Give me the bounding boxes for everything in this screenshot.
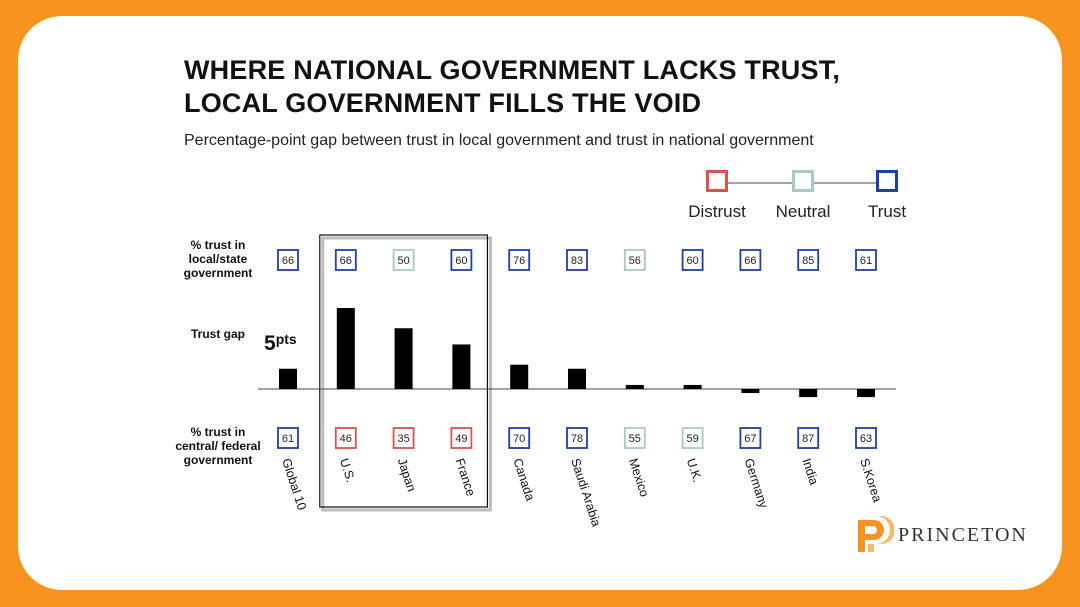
legend-label-distrust: Distrust	[688, 202, 746, 221]
gap-bar-india	[799, 389, 818, 398]
local-trust-india-box	[797, 249, 820, 271]
row-label-national-trust: % trust in central/ federal government	[175, 425, 261, 467]
trust-gap-chart: 66 61 Global 10 66 46 U.S. 50 35 Japan 60 49 France…	[258, 234, 896, 529]
national-trust-s-korea-box	[855, 427, 877, 449]
local-trust-u-k--value: 60	[686, 255, 698, 267]
local-trust-global-10-value: 66	[282, 255, 294, 267]
local-trust-s-korea-value: 61	[860, 255, 872, 267]
national-trust-s-korea-value: 63	[860, 433, 872, 445]
national-trust-india-value: 87	[802, 433, 814, 445]
gap-bar-france	[452, 344, 471, 389]
legend-swatch-distrust	[706, 170, 728, 192]
gap-bar-u-s-	[336, 308, 355, 389]
category-label-s-korea: S.Korea	[857, 457, 884, 504]
chart-title-line-2: LOCAL GOVERNMENT FILLS THE VOID	[184, 88, 702, 118]
gap-bar-germany	[741, 389, 760, 394]
local-trust-india-value: 85	[802, 255, 814, 267]
legend-label-trust: Trust	[867, 202, 907, 221]
local-trust-japan-value: 50	[397, 255, 409, 267]
local-trust-japan-box	[392, 249, 415, 271]
legend-label-neutral: Neutral	[775, 202, 831, 221]
gap-bar-saudi-arabia	[568, 368, 586, 389]
national-trust-saudi-arabia-value: 78	[571, 433, 583, 445]
gap-bar-u-k-	[683, 384, 702, 389]
gap-callout-value: 5	[264, 332, 276, 355]
local-trust-saudi-arabia-value: 83	[571, 255, 583, 267]
local-trust-u-k--box	[681, 249, 704, 271]
national-trust-u-s--value: 46	[340, 433, 352, 445]
local-trust-u-s--box	[334, 249, 357, 271]
local-trust-mexico-value: 56	[629, 255, 641, 267]
local-trust-saudi-arabia-box	[566, 249, 588, 271]
princeton-logo-icon	[858, 516, 896, 552]
gap-bar-japan	[394, 328, 413, 389]
gap-bar-global-10	[279, 368, 297, 389]
row-label-trust-gap: Trust gap	[190, 327, 245, 341]
princeton-logo: PRINCETON	[854, 516, 1044, 556]
category-label-france: France	[453, 457, 478, 498]
national-trust-global-10-value: 61	[282, 433, 294, 445]
gap-bar-canada	[510, 364, 529, 389]
local-trust-france-value: 60	[455, 255, 467, 267]
gap-bar-s-korea	[857, 389, 875, 398]
national-trust-u-k--value: 59	[686, 433, 698, 445]
chart-subtitle: Percentage-point gap between trust in lo…	[184, 132, 814, 149]
national-trust-france-value: 49	[455, 433, 467, 445]
category-label-global-10: Global 10	[279, 457, 309, 512]
local-trust-u-s--value: 66	[340, 255, 352, 267]
category-label-u-s-: U.S.	[337, 457, 358, 484]
legend-swatch-neutral	[792, 170, 814, 192]
category-label-canada: Canada	[510, 457, 537, 503]
local-trust-s-korea-box	[855, 249, 877, 271]
national-trust-germany-box	[739, 427, 762, 449]
legend: Distrust Neutral Trust	[686, 170, 926, 230]
chart-title: WHERE NATIONAL GOVERNMENT LACKS TRUST, L…	[184, 54, 840, 120]
national-trust-u-k--box	[681, 427, 704, 449]
highlight-frame	[319, 234, 488, 508]
gap-bar-mexico	[625, 384, 644, 389]
national-trust-saudi-arabia-box	[566, 427, 588, 449]
national-trust-india-box	[797, 427, 820, 449]
gap-callout-unit: pts	[276, 331, 297, 347]
national-trust-germany-value: 67	[744, 433, 756, 445]
national-trust-mexico-value: 55	[629, 433, 641, 445]
national-trust-canada-box	[508, 427, 531, 449]
highlight-frame-shadow	[321, 236, 492, 512]
national-trust-canada-value: 70	[513, 433, 525, 445]
local-trust-canada-value: 76	[513, 255, 525, 267]
local-trust-mexico-box	[623, 249, 646, 271]
princeton-logo-text: PRINCETON	[898, 524, 1028, 546]
local-trust-germany-box	[739, 249, 762, 271]
category-label-mexico: Mexico	[626, 457, 652, 499]
gap-callout: 5pts	[264, 331, 297, 355]
category-label-germany: Germany	[742, 457, 771, 511]
national-trust-france-box	[450, 427, 473, 449]
national-trust-mexico-box	[623, 427, 646, 449]
national-trust-u-s--box	[334, 427, 357, 449]
category-label-u-k-: U.K.	[684, 457, 705, 484]
row-label-local-trust: % trust in local/state government	[183, 238, 253, 280]
national-trust-japan-value: 35	[397, 433, 409, 445]
chart-title-line-1: WHERE NATIONAL GOVERNMENT LACKS TRUST,	[184, 55, 841, 85]
national-trust-global-10-box	[277, 427, 299, 449]
chart-card: WHERE NATIONAL GOVERNMENT LACKS TRUST, L…	[18, 16, 1062, 590]
local-trust-global-10-box	[277, 249, 299, 271]
local-trust-canada-box	[508, 249, 531, 271]
category-label-saudi-arabia: Saudi Arabia	[568, 457, 603, 529]
category-label-japan: Japan	[395, 457, 419, 494]
local-trust-germany-value: 66	[744, 255, 756, 267]
local-trust-france-box	[450, 249, 473, 271]
category-label-india: India	[799, 457, 821, 487]
national-trust-japan-box	[392, 427, 415, 449]
legend-swatch-trust	[876, 170, 898, 192]
